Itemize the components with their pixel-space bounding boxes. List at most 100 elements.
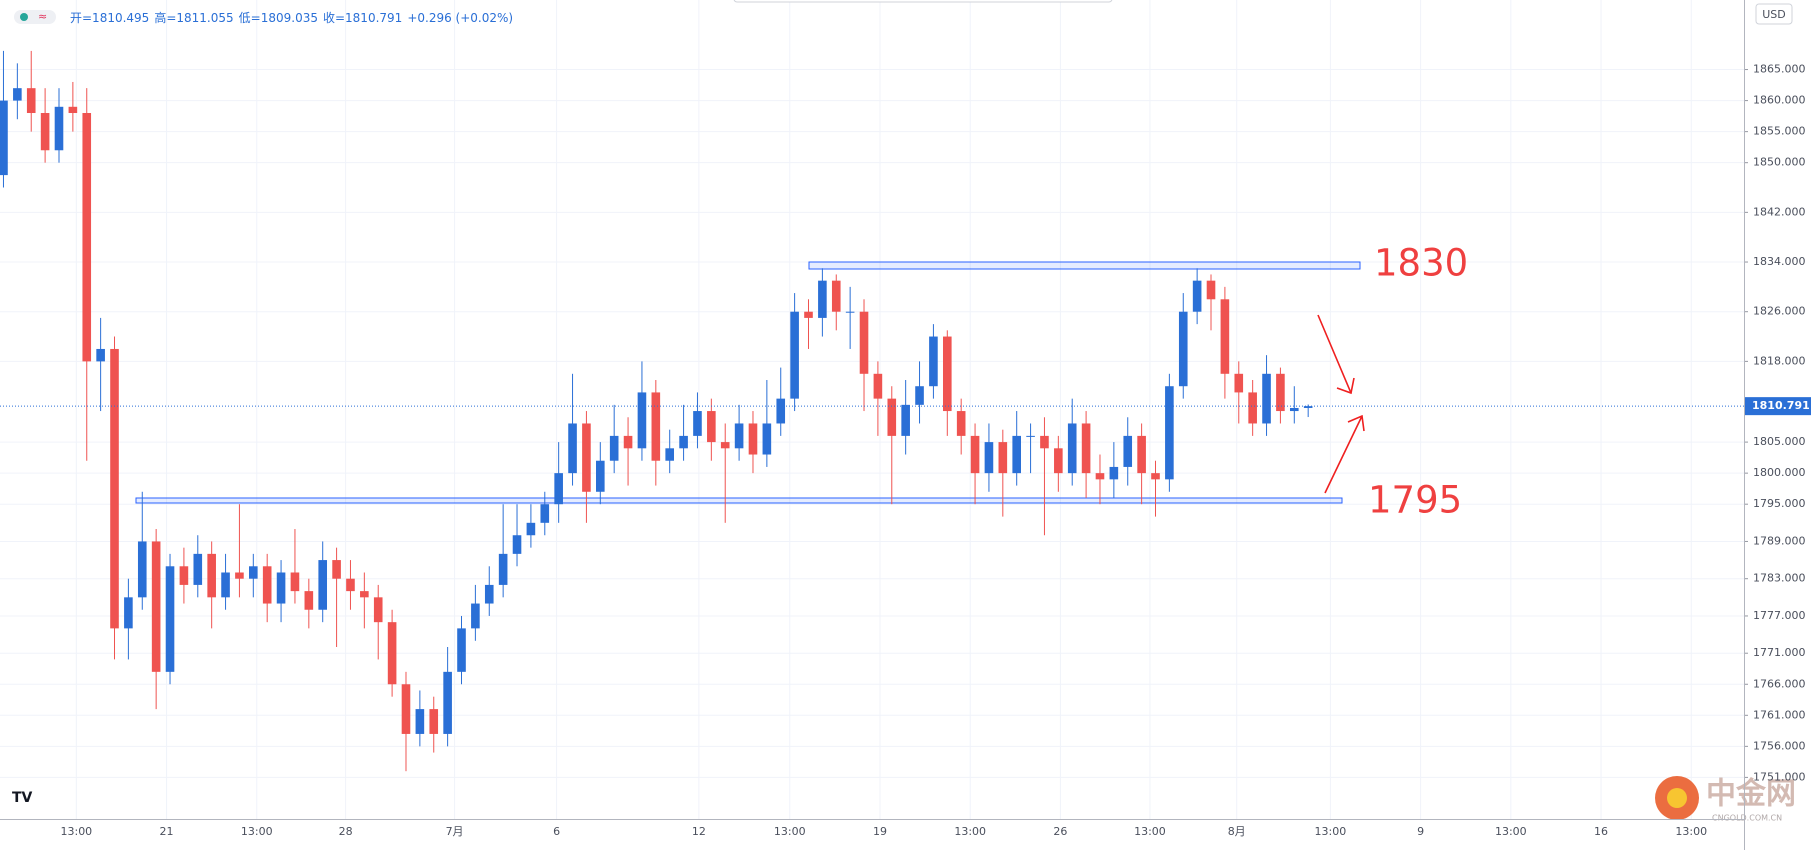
- candle-body: [26, 88, 36, 114]
- y-tick-label: 1860.000: [1753, 94, 1806, 107]
- candle-body: [40, 113, 50, 151]
- candle-body: [179, 566, 189, 585]
- candle-body: [831, 280, 841, 312]
- y-tick-label: 1805.000: [1753, 435, 1806, 448]
- x-tick-label: 9: [1417, 825, 1424, 838]
- candle-body: [54, 106, 64, 151]
- x-tick-label: 13:00: [60, 825, 92, 838]
- candle-body: [1012, 435, 1021, 474]
- candle-body: [595, 460, 605, 492]
- y-tick-label: 1756.000: [1753, 739, 1806, 752]
- y-tick-label: 1865.000: [1753, 63, 1806, 76]
- candle-body: [110, 348, 119, 629]
- candle-body: [873, 373, 883, 399]
- candle-body: [443, 671, 452, 734]
- candle-body: [457, 628, 466, 672]
- resistance-box[interactable]: [808, 261, 1361, 270]
- y-tick-label: 1766.000: [1753, 677, 1806, 690]
- candle-body: [540, 504, 550, 523]
- candle-body: [68, 106, 78, 114]
- x-tick-label: 7月: [446, 825, 464, 838]
- y-tick-label: 1771.000: [1753, 646, 1806, 659]
- candle-body: [415, 709, 425, 734]
- candle-body: [124, 597, 133, 629]
- x-tick-label: 21: [160, 825, 174, 838]
- candle-body: [498, 553, 508, 585]
- candle-body: [1276, 373, 1285, 412]
- candle-body: [429, 709, 439, 734]
- candle-body: [568, 423, 577, 474]
- last-price-tag: [1745, 397, 1811, 416]
- candle-body: [1165, 386, 1174, 480]
- candle-body: [582, 423, 591, 492]
- candle-body: [13, 88, 22, 101]
- x-tick-label: 13:00: [1675, 825, 1707, 838]
- candle-body: [984, 442, 994, 474]
- y-tick-label: 1834.000: [1753, 255, 1806, 268]
- x-tick-label: 13:00: [954, 825, 986, 838]
- candle-body: [249, 566, 258, 579]
- x-tick-label: 19: [873, 825, 887, 838]
- candle-body: [276, 572, 286, 604]
- support-box[interactable]: [135, 497, 1343, 504]
- tv-logo[interactable]: [8, 784, 40, 812]
- watermark-url: CNGOLD.COM.CN: [1712, 814, 1782, 823]
- status-item: 收=1810.791: [322, 11, 403, 25]
- x-tick-label: 8月: [1228, 825, 1246, 838]
- candle-body: [387, 622, 397, 685]
- candle-body: [623, 435, 633, 449]
- candle-body: [915, 386, 924, 405]
- level-label: 1830: [1374, 242, 1468, 285]
- candle-body: [734, 423, 744, 449]
- candle-body: [332, 560, 341, 579]
- currency-button[interactable]: [1755, 3, 1793, 25]
- x-tick-label: 28: [339, 825, 353, 838]
- x-tick-label: 16: [1594, 825, 1608, 838]
- candle-body: [290, 572, 300, 592]
- x-tick-label: 13:00: [1495, 825, 1527, 838]
- y-tick-label: 1842.000: [1753, 205, 1806, 218]
- candle-body: [137, 541, 147, 598]
- candle-body: [1109, 466, 1119, 480]
- ohlc-status: 开=1810.495 高=1811.055 低=1809.035 收=1810.791…: [70, 9, 518, 26]
- x-tick-label: 6: [553, 825, 560, 838]
- candle-body: [82, 113, 92, 362]
- candle-body: [1206, 280, 1216, 300]
- candle-body: [193, 553, 203, 585]
- candle-body: [318, 560, 328, 610]
- candle-body: [1054, 448, 1063, 474]
- arrow-up: [1324, 415, 1363, 494]
- candle-body: [401, 684, 411, 734]
- status-item: +0.296 (+0.02%): [407, 11, 514, 25]
- y-tick-label: 1800.000: [1753, 466, 1806, 479]
- candle-body: [1123, 435, 1133, 467]
- candle-body: [1081, 423, 1091, 474]
- candle-body: [776, 398, 786, 424]
- candle-body: [526, 522, 536, 536]
- candle-body: [207, 553, 216, 598]
- candle-body: [1151, 473, 1160, 480]
- candle-body: [970, 435, 980, 474]
- candle-body: [346, 578, 355, 592]
- candle-body: [512, 535, 522, 554]
- candle-body: [1026, 435, 1035, 437]
- candle-body: [929, 336, 938, 387]
- candle-body: [901, 404, 910, 436]
- x-tick-label: 13:00: [241, 825, 273, 838]
- x-tick-label: 13:00: [1134, 825, 1166, 838]
- candle-body: [360, 591, 369, 598]
- candle-body: [1040, 435, 1049, 449]
- wave-icon: ≈: [38, 10, 47, 23]
- y-tick-label: 1818.000: [1753, 354, 1806, 367]
- candle-body: [262, 566, 272, 604]
- candle-body: [637, 392, 647, 449]
- status-item: 高=1811.055: [154, 11, 234, 25]
- candle-body: [790, 311, 799, 399]
- x-tick-label: 26: [1053, 825, 1067, 838]
- candle-body: [151, 541, 161, 672]
- candle-body: [1192, 280, 1202, 312]
- candle-body: [679, 435, 688, 449]
- level-label: 1795: [1368, 479, 1462, 522]
- candle-body: [1262, 373, 1271, 424]
- candle-body: [762, 423, 772, 455]
